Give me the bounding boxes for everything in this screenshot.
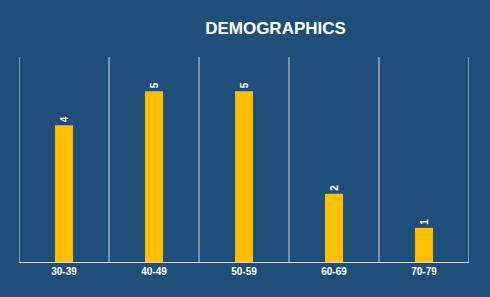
svg-text:DEMOGRAPHICS: DEMOGRAPHICS	[205, 19, 346, 38]
svg-text:30-39: 30-39	[51, 266, 77, 277]
svg-text:2: 2	[329, 185, 340, 191]
svg-text:60-69: 60-69	[321, 266, 347, 277]
svg-text:5: 5	[149, 82, 160, 88]
svg-text:1: 1	[419, 219, 430, 225]
svg-text:4: 4	[59, 116, 70, 122]
svg-text:70-79: 70-79	[411, 266, 437, 277]
svg-text:50-59: 50-59	[231, 266, 257, 277]
svg-text:40-49: 40-49	[141, 266, 167, 277]
svg-text:5: 5	[239, 82, 250, 88]
